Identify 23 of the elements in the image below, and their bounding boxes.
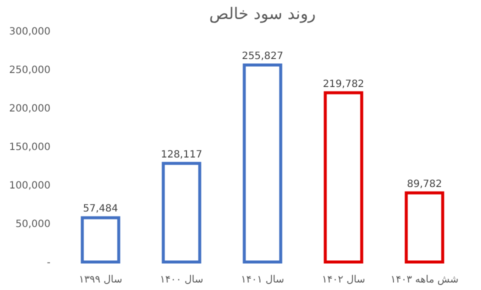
data-label: 219,782 — [322, 78, 364, 90]
bar — [404, 191, 444, 264]
y-tick-label: 250,000 — [9, 65, 50, 76]
x-tick-label: سال ۱۳۹۹ — [78, 274, 122, 286]
data-label: 57,484 — [83, 204, 118, 215]
bar — [80, 216, 120, 264]
x-tick-label: شش ماهه ۱۴۰۳ — [390, 274, 458, 286]
x-tick-label: سال ۱۴۰۲ — [322, 274, 366, 286]
data-label: 128,117 — [160, 149, 202, 160]
data-label: 89,782 — [406, 178, 442, 190]
y-tick-label: 300,000 — [9, 26, 50, 38]
x-tick-label: سال ۱۴۰۰ — [160, 274, 204, 286]
y-tick-label: 100,000 — [9, 180, 50, 192]
y-tick-label: 50,000 — [16, 219, 50, 230]
chart-title: روند سود خالص — [209, 4, 316, 23]
y-tick-label: - — [46, 258, 51, 268]
bar — [162, 162, 202, 264]
x-tick-label: سال ۱۴۰۱ — [240, 274, 284, 286]
y-tick-label: 200,000 — [9, 104, 50, 114]
data-label: 255,827 — [242, 51, 284, 62]
bar — [324, 91, 364, 264]
bar — [242, 64, 282, 264]
y-tick-label: 150,000 — [9, 142, 50, 153]
